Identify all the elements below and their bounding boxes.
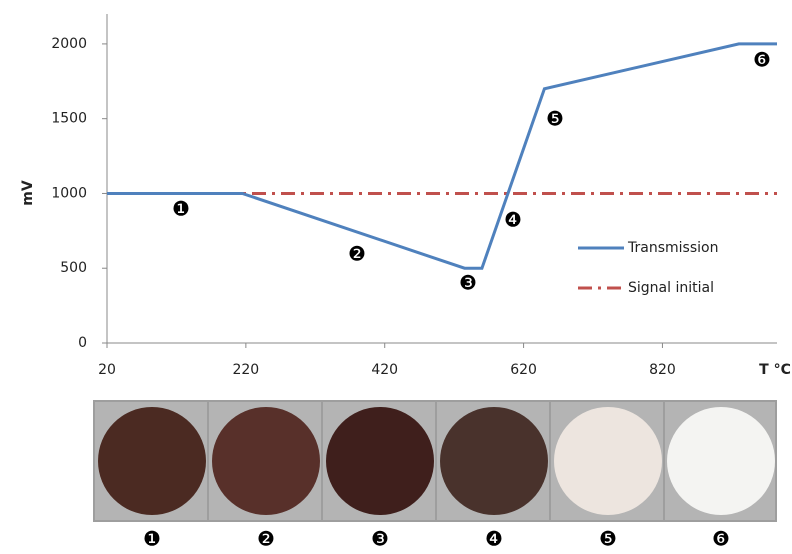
annotation: ❶ bbox=[172, 197, 190, 221]
x-tick-label: 820 bbox=[649, 362, 676, 378]
legend-label: Signal initial bbox=[628, 280, 714, 296]
photo-label: ❶ bbox=[143, 527, 161, 551]
photo-label: ❻ bbox=[712, 527, 730, 551]
photo-strip bbox=[93, 400, 777, 522]
annotation: ❹ bbox=[504, 208, 522, 232]
sample-disc bbox=[440, 407, 548, 515]
photo-label: ❷ bbox=[257, 527, 275, 551]
series-line bbox=[107, 42, 777, 270]
y-tick-label: 2000 bbox=[51, 36, 87, 52]
annotation: ❺ bbox=[546, 107, 564, 131]
x-axis-label: T °C bbox=[759, 362, 791, 378]
sample-disc bbox=[667, 407, 775, 515]
sample-disc bbox=[98, 407, 206, 515]
annotation: ❷ bbox=[348, 242, 366, 266]
y-tick-label: 500 bbox=[60, 260, 87, 276]
annotation: ❸ bbox=[459, 271, 477, 295]
x-tick-label: 220 bbox=[232, 362, 259, 378]
y-tick-label: 1000 bbox=[51, 185, 87, 201]
x-tick-label: 620 bbox=[510, 362, 537, 378]
legend-label: Transmission bbox=[627, 240, 718, 256]
annotation: ❻ bbox=[753, 48, 771, 72]
photo-label: ❹ bbox=[485, 527, 503, 551]
photo-label: ❺ bbox=[599, 527, 617, 551]
x-tick-label: 420 bbox=[371, 362, 398, 378]
sample-disc bbox=[212, 407, 320, 515]
x-tick-label: 20 bbox=[98, 362, 116, 378]
y-tick-label: 1500 bbox=[51, 111, 87, 127]
photo-label: ❸ bbox=[371, 527, 389, 551]
sample-disc bbox=[554, 407, 662, 515]
sample-disc bbox=[326, 407, 434, 515]
y-axis-label: mV bbox=[20, 180, 36, 206]
y-tick-label: 0 bbox=[78, 335, 87, 351]
